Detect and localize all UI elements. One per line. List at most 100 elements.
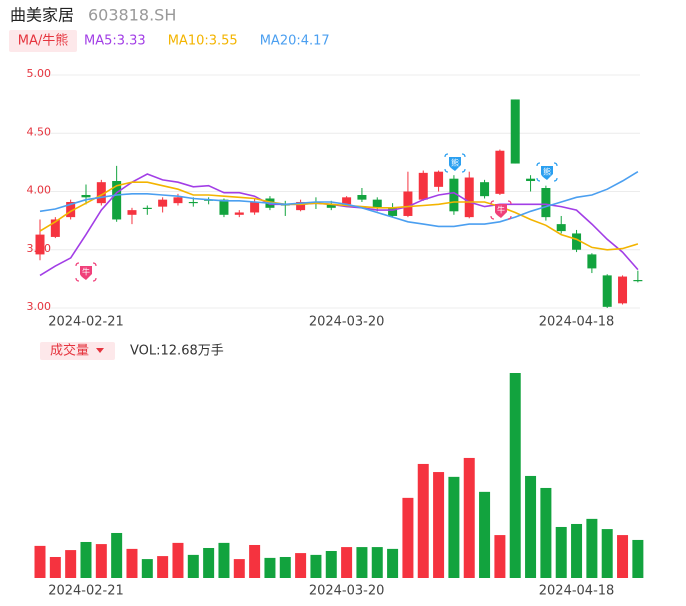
volume-bar [433,472,445,578]
volume-bar [601,529,613,578]
volume-bar [233,559,245,578]
volume-bar [310,554,322,578]
candle-body [587,254,597,269]
candle-body [234,212,244,215]
candle-body [541,188,551,218]
volume-bar [356,547,368,578]
volume-bar [172,542,184,578]
volume-title[interactable]: 成交量 [50,343,89,359]
volume-bar [555,526,567,578]
indicator-box[interactable] [9,30,77,52]
candle-body [188,201,198,204]
volume-bar [479,491,491,578]
candle-body [556,224,566,232]
candle-body [633,280,643,282]
volume-bar [371,547,383,578]
volume-bar [387,548,399,578]
ma-line [39,181,639,251]
signal-bracket [75,262,97,282]
volume-bar [417,463,429,578]
candle-body [173,197,183,204]
volume-bar [586,518,598,578]
volume-bar [187,554,199,578]
y-tick-label: 5.00 [27,67,52,80]
volume-bar [279,556,291,578]
candle-body [572,233,582,250]
candle-body [35,234,45,255]
volume-bar [264,557,276,578]
y-tick-label: 4.50 [27,125,52,138]
candle-body [342,197,352,205]
candle-body [434,171,444,187]
x-tick-label: 2024-03-20 [309,315,385,330]
signal-label: 熊 [543,167,551,177]
candle-body [388,207,398,216]
dropdown-icon[interactable] [96,348,104,353]
x-tick-label: 2024-02-21 [48,584,124,599]
y-tick-label: 4.00 [27,184,52,197]
volume-bar [34,545,46,578]
signal-badge [449,157,461,171]
volume-bar [65,550,77,578]
signal-bracket [536,162,558,182]
volume-value: VOL:12.68万手 [130,344,224,359]
candle-body [250,201,260,213]
x-tick-label: 2024-04-18 [539,315,615,330]
candle-body [403,191,413,216]
volume-bar [341,547,353,578]
candle-body [326,204,336,208]
candle-body [96,182,106,204]
volume-bar [402,497,414,578]
candle-body [526,178,536,182]
ma-line [39,171,639,228]
volume-box[interactable] [40,342,115,360]
volume-bar [157,556,169,578]
signal-badge [541,166,553,180]
volume-bar [249,544,261,578]
volume-bar [295,553,307,578]
candle-body [219,199,229,215]
volume-bar [632,539,644,578]
volume-bar [448,476,460,578]
signal-label: 熊 [451,158,459,168]
candle-body [142,207,152,209]
candle-body [449,178,459,212]
volume-bar [141,559,153,578]
volume-bar [111,532,123,578]
indicator-label[interactable]: MA/牛熊 [18,33,69,49]
signal-bracket [444,153,466,173]
candle-body [66,201,76,218]
volume-bar [325,550,337,578]
volume-bar [494,535,506,578]
candle-body [510,99,520,164]
signal-bracket [490,200,512,220]
volume-bar [540,487,552,578]
volume-bar [203,547,215,578]
candle-body [112,181,122,220]
candle-body [296,201,306,211]
candle-body [158,199,168,207]
signal-badge [80,266,92,280]
candle-body [50,219,60,237]
signal-badge [495,204,507,218]
candle-body [618,276,628,304]
volume-bar [95,544,107,578]
volume-bar [463,457,475,578]
legend-entry: MA5:3.33 [84,34,146,49]
legend-entry: MA20:4.17 [260,34,330,49]
stock-code: 603818.SH [88,6,176,25]
volume-bar [126,548,138,578]
signal-label: 牛 [82,267,90,277]
candle-body [127,210,137,215]
x-tick-label: 2024-04-18 [539,584,615,599]
candle-body [480,182,490,197]
volume-bar [80,541,92,578]
volume-bar [49,556,61,578]
candle-body [81,194,91,198]
candle-body [357,194,367,200]
x-tick-label: 2024-03-20 [309,584,385,599]
volume-bar [218,542,230,578]
candle-body [372,199,382,208]
candle-body [464,177,474,218]
